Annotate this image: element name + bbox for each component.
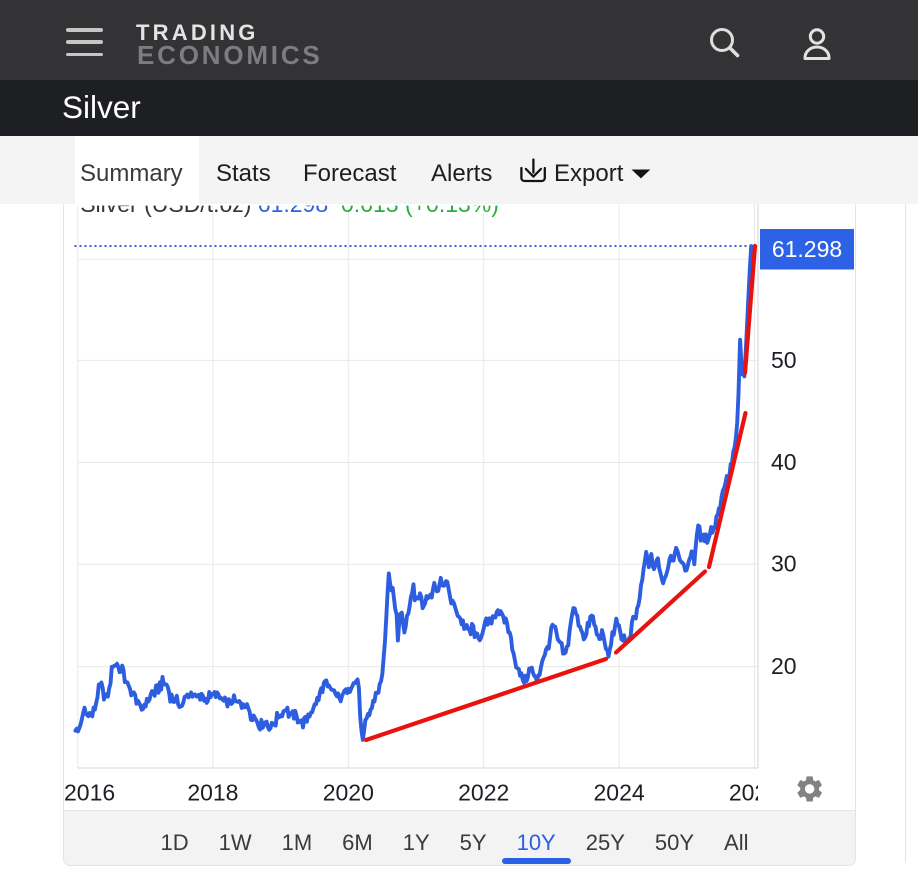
svg-text:2026: 2026 xyxy=(729,780,780,806)
svg-text:2016: 2016 xyxy=(64,780,115,806)
svg-text:20: 20 xyxy=(771,653,797,679)
svg-text:2024: 2024 xyxy=(594,780,645,806)
svg-text:0.613 (+0.13%): 0.613 (+0.13%) xyxy=(341,202,499,217)
svg-text:40: 40 xyxy=(771,449,797,475)
svg-text:50: 50 xyxy=(771,347,797,373)
svg-text:61.298: 61.298 xyxy=(258,202,328,217)
svg-text:2020: 2020 xyxy=(323,780,374,806)
svg-text:Silver (USD/t.oz): Silver (USD/t.oz) xyxy=(80,202,251,217)
svg-text:61.298: 61.298 xyxy=(772,236,842,262)
svg-text:2018: 2018 xyxy=(187,780,238,806)
svg-text:2022: 2022 xyxy=(458,780,509,806)
svg-text:30: 30 xyxy=(771,551,797,577)
